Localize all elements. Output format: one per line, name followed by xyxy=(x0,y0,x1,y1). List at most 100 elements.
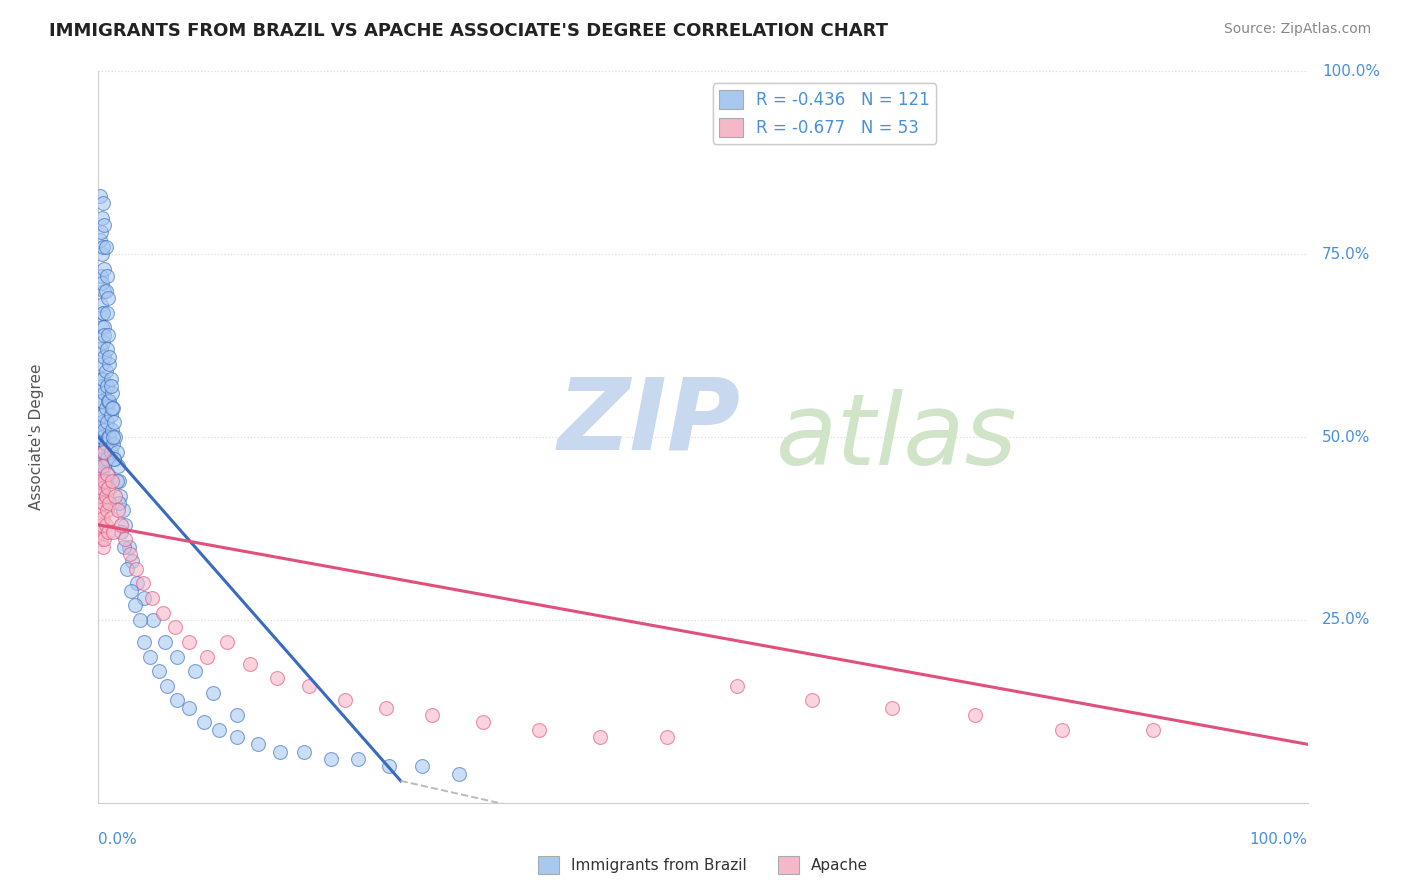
Point xyxy=(91,306,114,320)
Point xyxy=(104,489,127,503)
Point xyxy=(91,416,114,430)
Point xyxy=(100,379,122,393)
Text: 50.0%: 50.0% xyxy=(1322,430,1371,444)
Point xyxy=(91,320,114,334)
Point xyxy=(97,467,120,481)
Point xyxy=(153,635,176,649)
Point xyxy=(527,723,550,737)
Point xyxy=(107,503,129,517)
Point xyxy=(96,467,118,481)
Point xyxy=(112,540,135,554)
Point xyxy=(215,635,238,649)
Point xyxy=(114,533,136,547)
Point xyxy=(100,474,122,488)
Point xyxy=(208,723,231,737)
Point xyxy=(89,408,111,422)
Point xyxy=(333,693,356,707)
Point xyxy=(96,343,118,357)
Legend: Immigrants from Brazil, Apache: Immigrants from Brazil, Apache xyxy=(531,850,875,880)
Point xyxy=(90,371,112,385)
Point xyxy=(93,327,115,342)
Point xyxy=(111,503,134,517)
Point xyxy=(91,430,114,444)
Point xyxy=(1050,723,1073,737)
Point xyxy=(91,444,114,458)
Point xyxy=(97,327,120,342)
Point xyxy=(110,517,132,532)
Point xyxy=(124,599,146,613)
Point xyxy=(100,371,122,385)
Point xyxy=(94,517,117,532)
Text: 0.0%: 0.0% xyxy=(98,832,138,847)
Point xyxy=(93,459,115,474)
Point xyxy=(98,430,121,444)
Point xyxy=(128,613,150,627)
Point xyxy=(90,489,112,503)
Point xyxy=(91,452,114,467)
Point xyxy=(90,298,112,312)
Point xyxy=(655,730,678,744)
Point xyxy=(90,269,112,284)
Point xyxy=(98,496,121,510)
Point xyxy=(89,474,111,488)
Point xyxy=(965,708,987,723)
Point xyxy=(89,489,111,503)
Point xyxy=(132,576,155,591)
Point xyxy=(471,715,494,730)
Point xyxy=(108,489,131,503)
Point xyxy=(94,364,117,378)
Point xyxy=(91,247,114,261)
Point xyxy=(195,649,218,664)
Point xyxy=(97,291,120,305)
Point xyxy=(141,591,163,605)
Point xyxy=(1142,723,1164,737)
Point xyxy=(90,225,112,239)
Point xyxy=(118,547,141,561)
Point xyxy=(94,401,117,415)
Point xyxy=(91,277,114,291)
Point xyxy=(94,240,117,254)
Text: IMMIGRANTS FROM BRAZIL VS APACHE ASSOCIATE'S DEGREE CORRELATION CHART: IMMIGRANTS FROM BRAZIL VS APACHE ASSOCIA… xyxy=(49,22,889,40)
Point xyxy=(100,444,122,458)
Point xyxy=(94,489,117,503)
Point xyxy=(93,533,115,547)
Point xyxy=(319,752,342,766)
Point xyxy=(134,635,156,649)
Point xyxy=(91,393,114,408)
Point xyxy=(166,649,188,664)
Point xyxy=(93,423,115,437)
Text: Source: ZipAtlas.com: Source: ZipAtlas.com xyxy=(1223,22,1371,37)
Point xyxy=(93,284,115,298)
Point xyxy=(93,218,115,232)
Point xyxy=(96,379,118,393)
Point xyxy=(93,444,115,458)
Point xyxy=(114,517,136,532)
Point xyxy=(93,474,115,488)
Text: 100.0%: 100.0% xyxy=(1250,832,1308,847)
Point xyxy=(97,430,120,444)
Point xyxy=(98,350,121,364)
Legend: R = -0.436   N = 121, R = -0.677   N = 53: R = -0.436 N = 121, R = -0.677 N = 53 xyxy=(713,83,936,144)
Point xyxy=(184,664,207,678)
Point xyxy=(91,196,114,211)
Point xyxy=(375,700,398,714)
Point xyxy=(108,496,131,510)
Point xyxy=(411,759,433,773)
Point xyxy=(91,211,114,225)
Point xyxy=(90,423,112,437)
Point xyxy=(96,452,118,467)
Point xyxy=(447,766,470,780)
Point xyxy=(98,393,121,408)
Point xyxy=(226,708,249,723)
Point xyxy=(125,562,148,576)
Point xyxy=(117,562,139,576)
Point xyxy=(105,444,128,458)
Point xyxy=(103,416,125,430)
Point xyxy=(96,416,118,430)
Text: Associate's Degree: Associate's Degree xyxy=(30,364,44,510)
Point xyxy=(94,284,117,298)
Point xyxy=(91,240,114,254)
Point xyxy=(93,496,115,510)
Point xyxy=(91,517,114,532)
Point xyxy=(108,474,131,488)
